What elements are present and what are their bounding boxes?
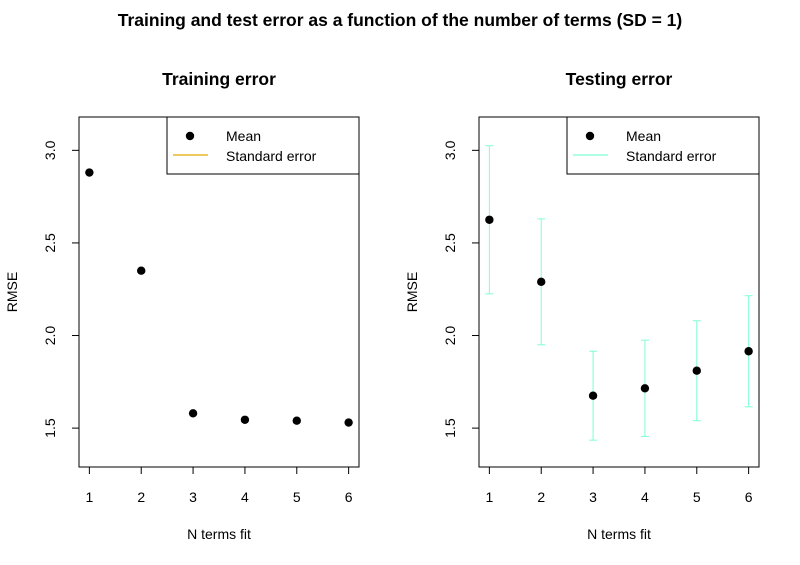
y-axis-label: RMSE	[404, 272, 420, 312]
y-tick-label: 3.0	[442, 140, 458, 160]
x-tick-label: 4	[641, 489, 649, 505]
data-point	[292, 416, 301, 425]
x-axis-label: N terms fit	[587, 526, 651, 542]
x-tick-label: 1	[485, 489, 493, 505]
legend-error-label: Standard error	[626, 148, 717, 164]
chart-panel-1: Training error 1 2 3 4 5 6 N terms fit 1.5 2.0 2.5…	[4, 69, 360, 542]
legend-mean-marker	[185, 131, 195, 141]
data-point	[85, 168, 94, 177]
x-tick-label: 6	[345, 489, 353, 505]
y-tick-label: 2.5	[42, 233, 58, 253]
x-tick-label: 3	[189, 489, 197, 505]
x-tick-label: 2	[537, 489, 545, 505]
legend-error-label: Standard error	[226, 148, 317, 164]
data-point	[537, 277, 546, 287]
y-tick-label: 1.5	[442, 418, 458, 438]
legend-box	[566, 116, 760, 175]
legend: Mean Standard error	[566, 116, 760, 175]
x-tick-label: 4	[241, 489, 249, 505]
x-tick-label: 3	[589, 489, 597, 505]
y-tick-label: 2.0	[42, 326, 58, 346]
data-point	[640, 384, 650, 393]
figure-title: Training and test error as a function of…	[118, 10, 682, 30]
x-tick-label: 5	[293, 489, 301, 505]
y-axis-label: RMSE	[4, 272, 20, 312]
chart-panel-2: Testing error 1 2 3 4 5 6 N terms fit 1.5 2.0 2.5 3…	[404, 69, 760, 542]
data-point	[588, 391, 598, 400]
chart-title: Testing error	[566, 69, 673, 89]
data-point	[692, 366, 701, 375]
data-point	[240, 415, 250, 424]
legend-mean-marker	[585, 131, 595, 141]
x-axis-label: N terms fit	[187, 526, 251, 542]
y-tick-label: 2.5	[442, 233, 458, 253]
x-tick-label: 6	[745, 489, 753, 505]
y-tick-label: 1.5	[42, 418, 58, 438]
data-point	[344, 418, 353, 427]
data-point	[744, 347, 753, 356]
x-tick-label: 5	[693, 489, 701, 505]
x-tick-label: 1	[85, 489, 93, 505]
legend-box	[166, 116, 360, 175]
chart-title: Training error	[162, 69, 276, 89]
x-tick-label: 2	[137, 489, 145, 505]
y-tick-label: 3.0	[42, 140, 58, 160]
y-tick-label: 2.0	[442, 326, 458, 346]
data-point	[188, 409, 198, 418]
data-point	[137, 266, 146, 275]
data-point	[485, 215, 494, 224]
legend-mean-label: Mean	[626, 128, 661, 144]
legend-mean-label: Mean	[226, 128, 261, 144]
legend: Mean Standard error	[166, 116, 360, 175]
